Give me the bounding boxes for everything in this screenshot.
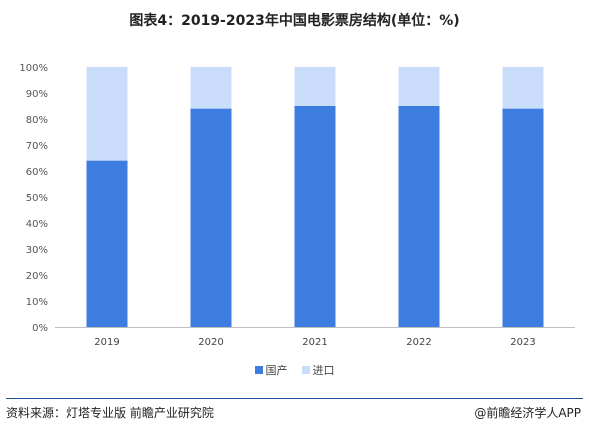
y-tick-label: 60% <box>26 167 48 178</box>
x-tick-label: 2021 <box>302 337 327 348</box>
legend: 国产 进口 <box>0 362 589 378</box>
bar-imported-2023 <box>502 67 544 109</box>
legend-swatch-domestic <box>254 366 263 374</box>
legend-label-domestic: 国产 <box>265 364 288 377</box>
bar-domestic-2023 <box>502 108 544 327</box>
y-tick-label: 100% <box>19 63 48 74</box>
stacked-bar-chart: 0%10%20%30%40%50%60%70%80%90%100% 2019 20… <box>19 63 575 348</box>
chart-title: 图表4：2019-2023年中国电影票房结构(单位：%) <box>129 13 460 29</box>
bar-domestic-2019 <box>86 160 128 327</box>
bar-domestic-2021 <box>294 106 336 327</box>
y-tick-label: 70% <box>26 141 48 152</box>
y-tick-label: 90% <box>26 89 48 100</box>
bar-imported-2020 <box>190 67 232 109</box>
bars <box>86 67 544 327</box>
y-axis: 0% 10% 20% 30% 40% 50% 60% 70% 80% 90% 100% <box>19 63 48 334</box>
legend-swatch-imported <box>301 366 310 374</box>
y-tick-label: 40% <box>26 219 48 230</box>
x-tick-label: 2019 <box>94 337 119 348</box>
legend-item-domestic: 国产 <box>254 362 288 378</box>
y-tick-label: 30% <box>26 245 48 256</box>
bar-imported-2019 <box>86 67 128 161</box>
bar-imported-2021 <box>294 67 336 106</box>
x-axis: 2019 2020 2021 2022 2023 <box>55 327 575 348</box>
x-tick-label: 2020 <box>198 337 223 348</box>
brand-credit: @前瞻经济学人APP <box>474 406 581 420</box>
y-tick-label: 80% <box>26 115 48 126</box>
y-tick-label: 50% <box>26 193 48 204</box>
y-tick-label: 0% <box>32 323 48 334</box>
source-note: 资料来源：灯塔专业版 前瞻产业研究院 <box>6 406 214 420</box>
x-tick-label: 2023 <box>510 337 535 348</box>
x-tick-label: 2022 <box>406 337 431 348</box>
bar-domestic-2022 <box>398 106 440 327</box>
y-tick-label: 10% <box>26 297 48 308</box>
bar-imported-2022 <box>398 67 440 106</box>
footer-divider <box>6 398 583 399</box>
legend-label-imported: 进口 <box>312 364 335 377</box>
y-tick-label: 20% <box>26 271 48 282</box>
legend-item-imported: 进口 <box>301 362 335 378</box>
bar-domestic-2020 <box>190 108 232 327</box>
